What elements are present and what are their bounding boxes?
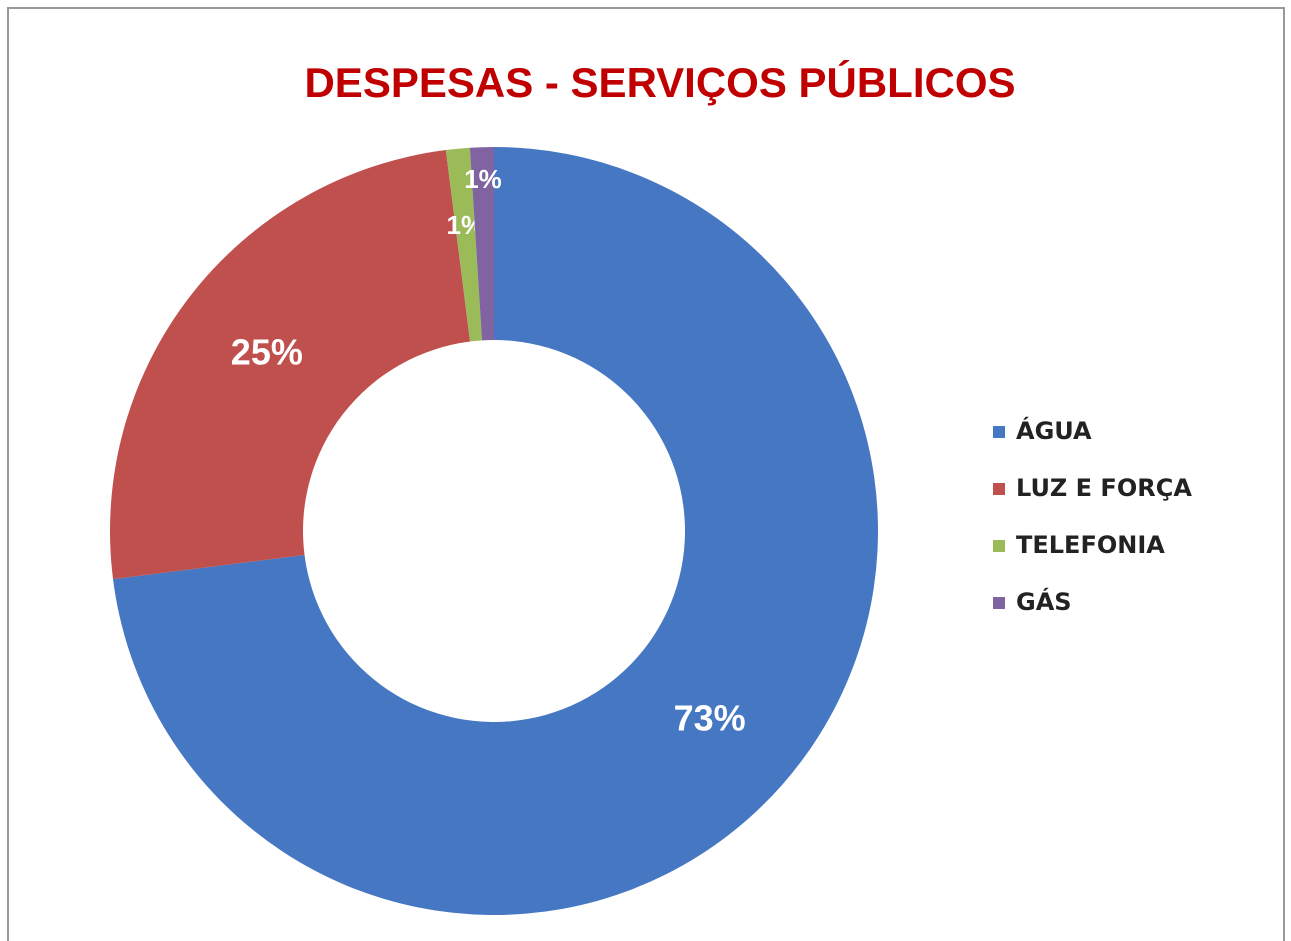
data-label: 73% — [674, 698, 746, 739]
data-label: 1% — [464, 164, 502, 194]
donut-slice — [109, 150, 471, 580]
data-label: 25% — [231, 331, 303, 372]
legend-label: LUZ E FORÇA — [1016, 474, 1192, 502]
legend-label: TELEFONIA — [1016, 531, 1165, 559]
donut-slice — [445, 147, 483, 342]
legend-label: ÁGUA — [1016, 416, 1092, 445]
legend-swatch — [993, 597, 1005, 609]
chart-title: DESPESAS - SERVIÇOS PÚBLICOS — [304, 58, 1015, 106]
legend-swatch — [993, 426, 1005, 438]
legend-swatch — [993, 483, 1005, 495]
legend-swatch — [993, 540, 1005, 552]
donut-slice — [113, 147, 878, 916]
legend-label: GÁS — [1016, 587, 1072, 616]
donut-slice — [469, 147, 494, 341]
